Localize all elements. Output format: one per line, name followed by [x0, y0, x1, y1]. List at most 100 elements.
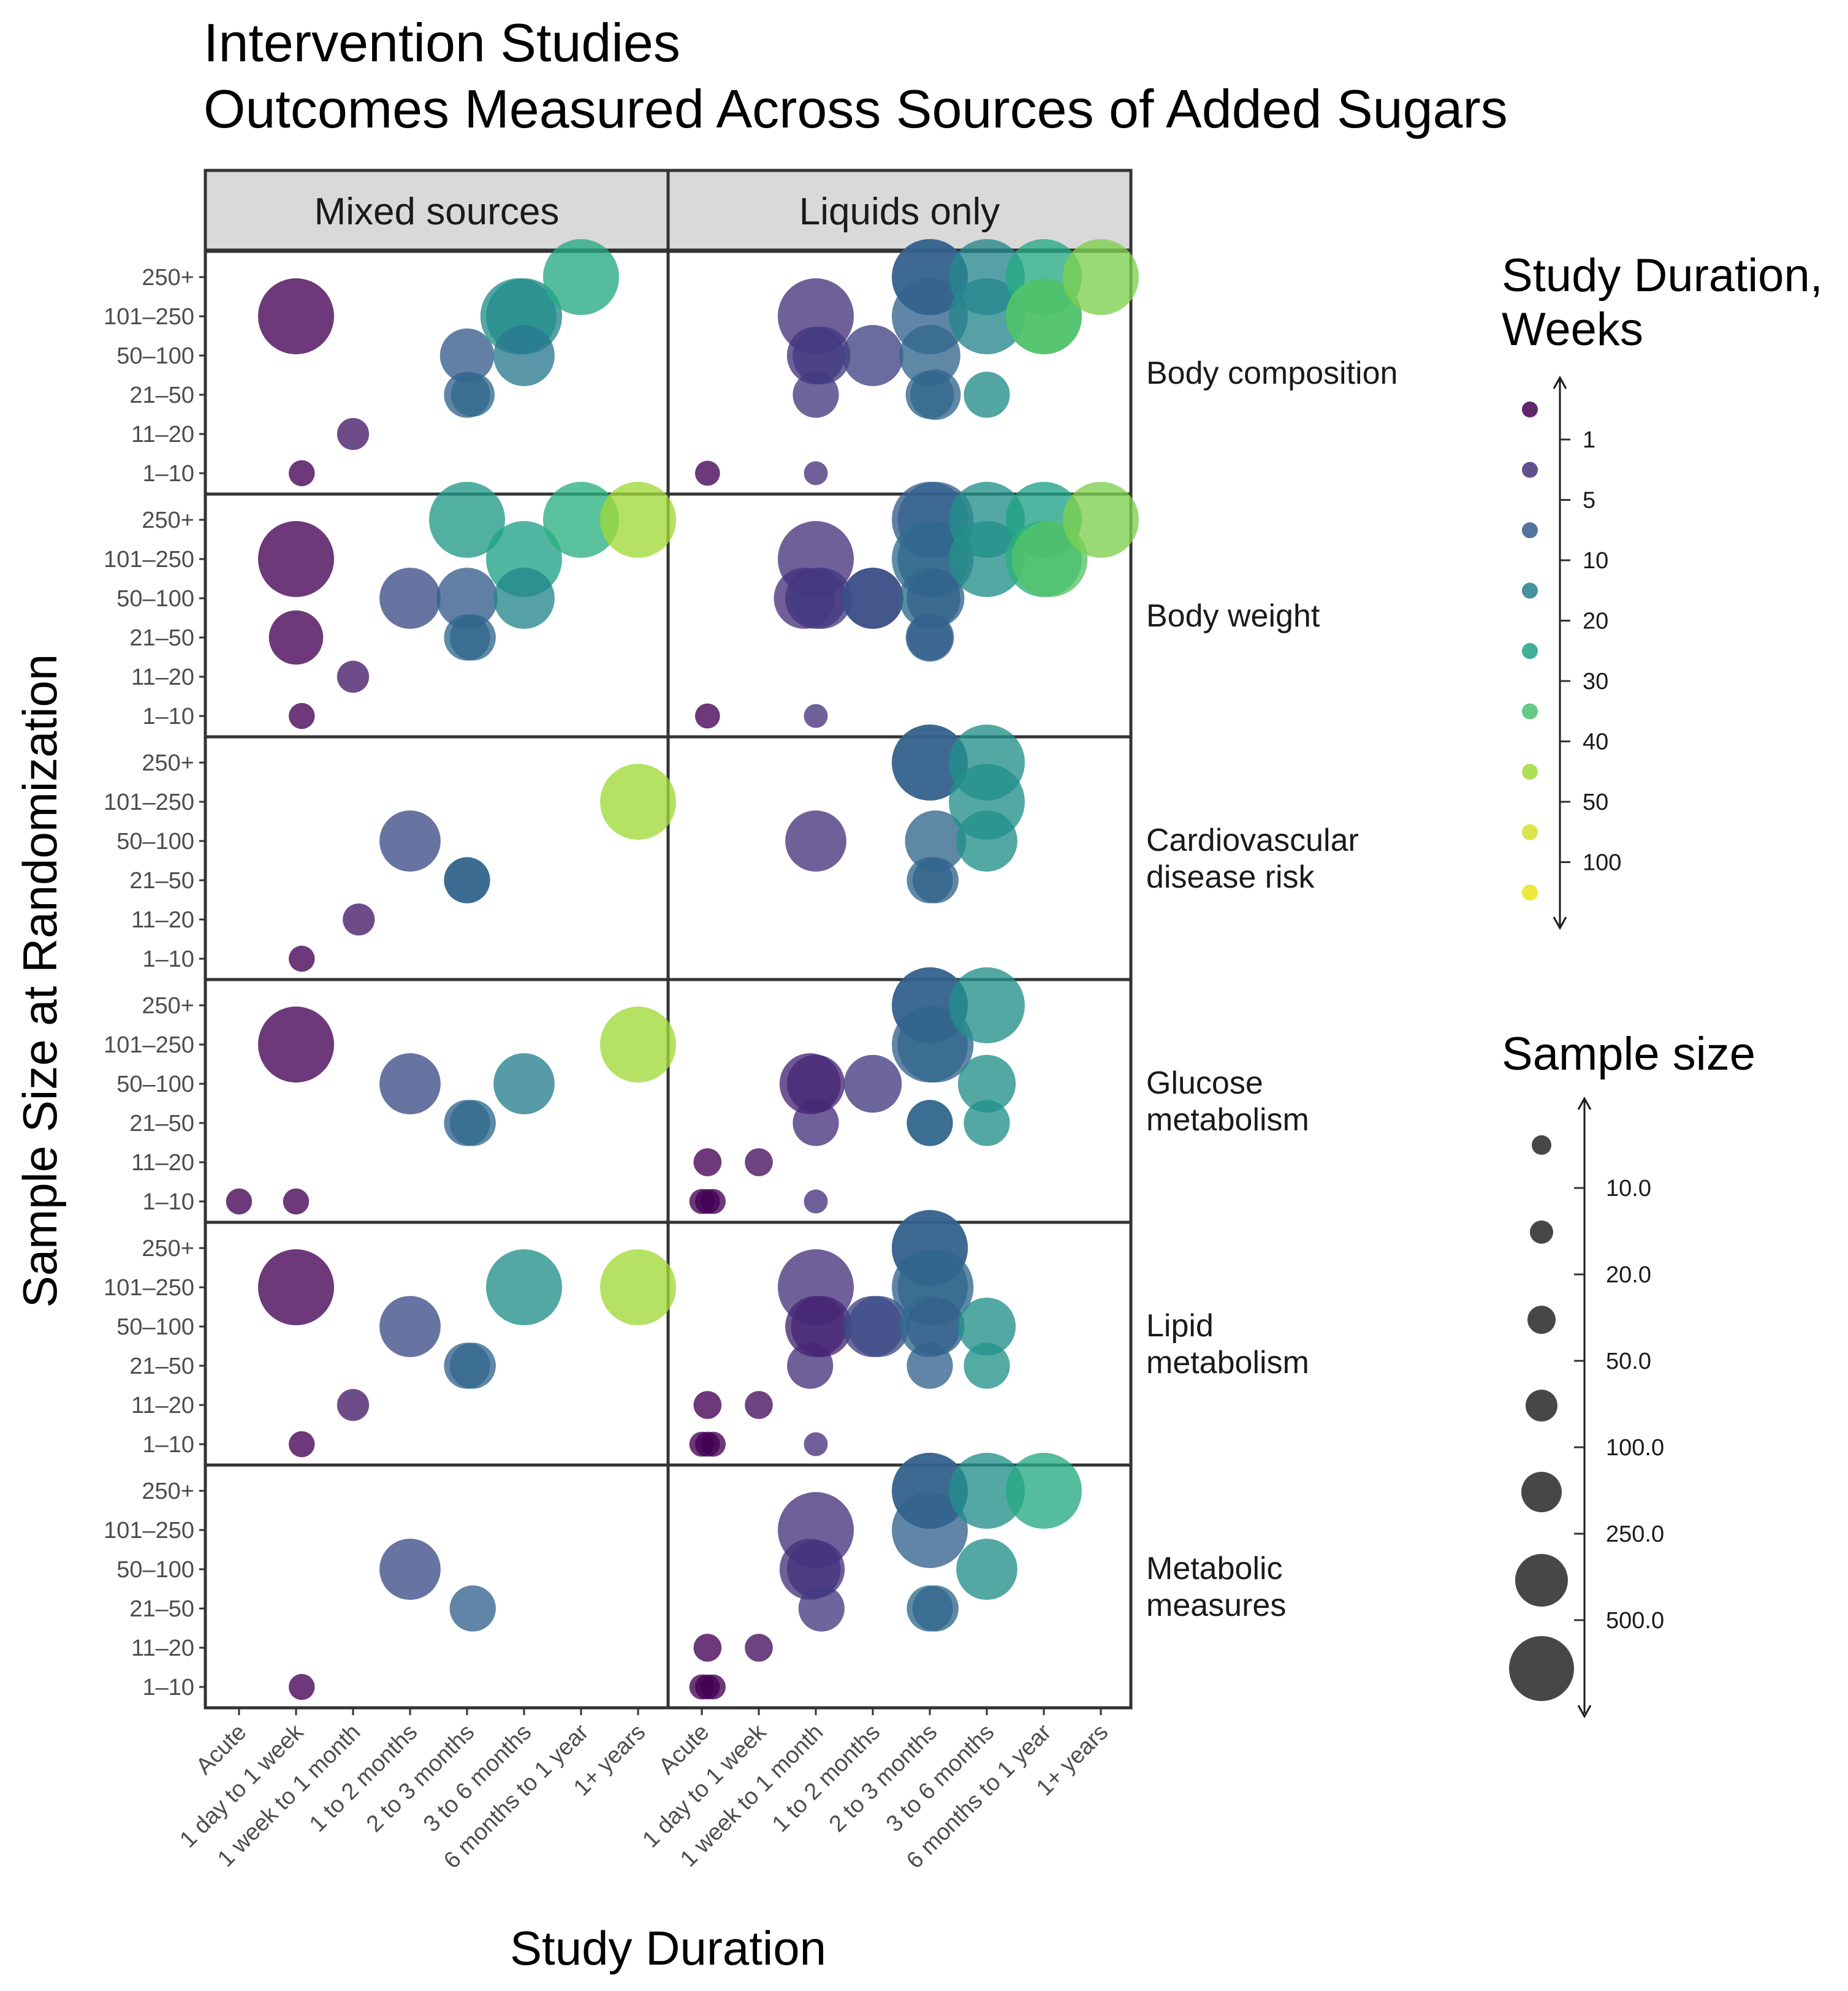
row-label-cardiovascular-disease-risk: Cardiovascular [1146, 823, 1359, 858]
bubble-point [258, 1007, 334, 1083]
bubble-point [892, 725, 968, 801]
row-label-body-weight: Body weight [1146, 598, 1320, 634]
bubble-point [848, 1296, 910, 1357]
size-legend-key [1532, 1135, 1551, 1155]
y-tick-label: 21–50 [129, 383, 194, 408]
bubble-point [600, 1249, 676, 1325]
y-tick-label: 50–100 [116, 1314, 194, 1340]
bubble-point [1006, 1453, 1082, 1529]
color-legend-swatch [1522, 703, 1538, 720]
bubble-point [843, 1054, 902, 1113]
size-legend-key [1509, 1636, 1574, 1701]
color-legend-title-line1: Study Duration, [1502, 249, 1823, 302]
bubble-point [449, 614, 496, 661]
bubble-point [694, 460, 720, 486]
y-tick-label: 11–20 [131, 1393, 194, 1418]
bubble-point [907, 1297, 965, 1356]
size-legend-arrow-down [1577, 1705, 1592, 1719]
bubble-point [949, 1453, 1025, 1529]
y-axis-ticks: 1–10 11–20 21–50 50–100 101–250 250+ 1–10 11–20… [104, 265, 205, 1700]
size-legend-arrow-up [1577, 1096, 1592, 1110]
bubble-point [449, 1585, 496, 1632]
bubble-point [493, 325, 555, 386]
y-tick-label: 1–10 [142, 1432, 194, 1458]
panel-metabolic-measures-mixed-sources [203, 1463, 670, 1710]
color-legend-swatch [1522, 824, 1538, 840]
bubble-point [1063, 482, 1139, 558]
y-tick-label: 21–50 [129, 1596, 194, 1622]
bubble-point [439, 328, 495, 383]
bubble-point [964, 1342, 1010, 1389]
color-legend-tick-label: 40 [1583, 729, 1608, 755]
bubble-point [1063, 239, 1139, 315]
bubble-point [791, 1296, 853, 1357]
bubble-point [600, 482, 676, 558]
bubble-point [693, 1391, 722, 1419]
bubble-point [693, 1634, 722, 1662]
bubble-point [429, 482, 505, 558]
bubble-point [701, 1189, 726, 1214]
color-legend-swatch [1522, 764, 1538, 780]
bubble-point [798, 1585, 845, 1632]
bubble-point [289, 1673, 315, 1700]
y-tick-label: 250+ [142, 265, 194, 291]
y-tick-label: 11–20 [131, 1150, 194, 1176]
y-tick-label: 11–20 [131, 422, 194, 447]
y-tick-label: 50–100 [116, 343, 194, 369]
color-legend-swatch [1522, 522, 1538, 538]
bubble-point [289, 460, 315, 487]
row-label-body-composition: Body composition [1146, 356, 1397, 391]
bubble-point [379, 1539, 441, 1600]
y-tick-label: 21–50 [129, 1111, 194, 1136]
y-axis-title: Sample Size at Randomization [13, 654, 67, 1308]
color-legend-arrow-up [1553, 375, 1567, 389]
bubble-point [804, 1189, 828, 1214]
y-tick-label: 1–10 [142, 946, 194, 972]
bubble-point [804, 704, 828, 728]
bubble-point [842, 325, 903, 386]
bubble-point [745, 1148, 773, 1176]
bubble-point [600, 764, 676, 840]
y-tick-label: 11–20 [131, 907, 194, 933]
bubble-layer [226, 239, 1139, 1700]
bubble-point [804, 461, 828, 485]
y-tick-label: 11–20 [131, 664, 194, 690]
size-legend-key [1526, 1390, 1557, 1422]
y-tick-label: 250+ [142, 1236, 194, 1262]
bubble-point [543, 239, 619, 315]
strip-label-mixed-sources: Mixed sources [314, 191, 560, 233]
bubble-point [1006, 278, 1082, 354]
bubble-point [289, 945, 315, 972]
row-label-metabolic-measures: Metabolic [1146, 1551, 1283, 1586]
bubble-point [786, 1540, 845, 1599]
bubble-point [793, 326, 851, 385]
row-label-glucose-metabolism: Glucose [1146, 1065, 1263, 1101]
color-legend-tick-label: 10 [1583, 548, 1608, 574]
size-legend-tick-label: 50.0 [1606, 1349, 1651, 1374]
bubble-point [949, 521, 1025, 597]
y-tick-label: 250+ [142, 508, 194, 533]
strip-liquids-only [666, 169, 1133, 252]
row-label-glucose-metabolism: metabolism [1146, 1102, 1309, 1138]
color-legend-swatch [1522, 402, 1538, 417]
bubble-point [957, 1297, 1016, 1356]
color-legend-swatch [1522, 582, 1538, 599]
strip-label-liquids-only: Liquids only [799, 191, 1000, 233]
size-legend-key [1530, 1220, 1553, 1244]
bubble-point [949, 278, 1025, 354]
bubble-point [493, 1053, 555, 1114]
bubble-point [379, 1296, 441, 1357]
bubble-point [907, 1342, 953, 1389]
bubble-point [289, 702, 315, 729]
size-legend: Sample size 10.0 20.0 50.0 100.0 250.0 500.0 [1502, 1028, 1755, 1719]
color-legend-tick-label: 1 [1583, 427, 1595, 453]
color-legend-title-line2: Weeks [1502, 303, 1643, 356]
bubble-point [897, 1007, 974, 1083]
y-tick-label: 1–10 [142, 1675, 194, 1700]
y-tick-label: 11–20 [131, 1635, 194, 1661]
bubble-point [793, 371, 839, 418]
bubble-point [964, 1100, 1010, 1146]
color-legend-swatch [1522, 462, 1538, 478]
y-tick-label: 21–50 [129, 625, 194, 651]
